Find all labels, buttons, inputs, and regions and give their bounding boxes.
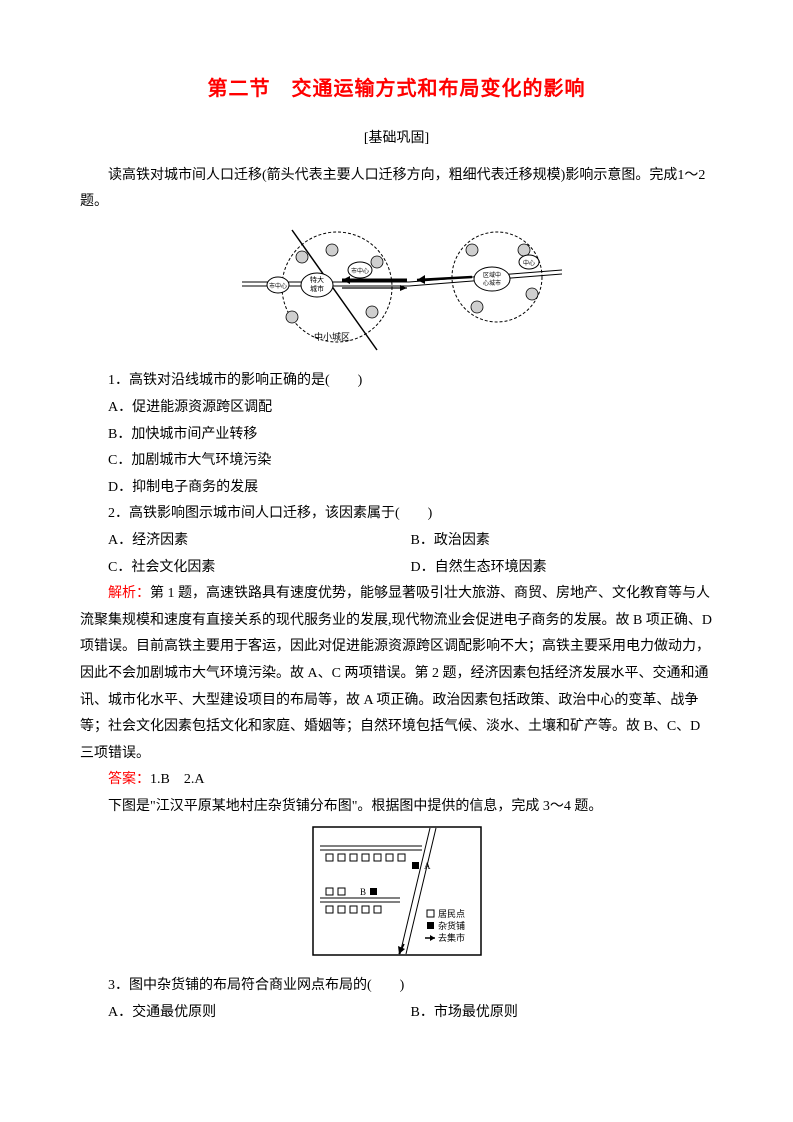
q2-stem: 2．高铁影响图示城市间人口迁移，该因素属于( ) — [80, 501, 713, 528]
q2-option-c: C．社会文化因素 — [108, 555, 411, 582]
rail-migration-diagram: 特大 城市 市中心 市中心 区域中 心城市 中心 中小城区 — [232, 222, 562, 352]
q1-stem: 1．高铁对沿线城市的影响正确的是( ) — [80, 368, 713, 395]
answer-label: 答案： — [108, 772, 150, 787]
answer-paragraph: 答案：1.B 2.A — [80, 767, 713, 794]
svg-text:杂货铺: 杂货铺 — [438, 920, 465, 931]
analysis-label: 解析： — [108, 586, 150, 601]
svg-text:去集市: 去集市 — [438, 932, 465, 943]
village-map: A B 居民点 杂货铺 去集市 — [312, 826, 482, 956]
svg-text:B: B — [360, 887, 366, 897]
q2-options-row1: A．经济因素 B．政治因素 — [80, 528, 713, 555]
svg-text:市中心: 市中心 — [350, 267, 368, 275]
diag-label: 中小城区 — [313, 331, 349, 342]
q2-option-b: B．政治因素 — [411, 528, 714, 555]
q2-option-d: D．自然生态环境因素 — [411, 555, 714, 582]
svg-text:市中心: 市中心 — [268, 282, 286, 290]
svg-text:特大: 特大 — [310, 275, 324, 284]
page-subtitle: [基础巩固] — [80, 126, 713, 153]
q3-stem: 3．图中杂货铺的布局符合商业网点布局的( ) — [80, 973, 713, 1000]
svg-text:心城市: 心城市 — [482, 279, 500, 287]
svg-text:城市: 城市 — [310, 284, 324, 293]
svg-text:区域中: 区域中 — [482, 271, 500, 279]
q2-option-a: A．经济因素 — [108, 528, 411, 555]
intro-paragraph-1: 读高铁对城市间人口迁移(箭头代表主要人口迁移方向，粗细代表迁移规模)影响示意图。… — [80, 163, 713, 216]
svg-text:居民点: 居民点 — [438, 909, 465, 919]
svg-text:中心: 中心 — [522, 259, 534, 267]
q3-option-a: A．交通最优原则 — [108, 1000, 411, 1027]
q3-option-b: B．市场最优原则 — [411, 1000, 714, 1027]
q3-options-row1: A．交通最优原则 B．市场最优原则 — [80, 1000, 713, 1027]
analysis-text: 第 1 题，高速铁路具有速度优势，能够显著吸引壮大旅游、商贸、房地产、文化教育等… — [80, 586, 712, 761]
page-title: 第二节 交通运输方式和布局变化的影响 — [80, 70, 713, 108]
svg-text:A: A — [424, 861, 431, 871]
q1-option-b: B．加快城市间产业转移 — [80, 422, 713, 449]
intro-paragraph-2: 下图是"江汉平原某地村庄杂货铺分布图"。根据图中提供的信息，完成 3～4 题。 — [80, 794, 713, 821]
figure-2: A B 居民点 杂货铺 去集市 — [80, 826, 713, 967]
q1-option-c: C．加剧城市大气环境污染 — [80, 448, 713, 475]
answer-text: 1.B 2.A — [150, 772, 204, 787]
page: 第二节 交通运输方式和布局变化的影响 [基础巩固] 读高铁对城市间人口迁移(箭头… — [0, 0, 793, 1122]
analysis-paragraph: 解析：第 1 题，高速铁路具有速度优势，能够显著吸引壮大旅游、商贸、房地产、文化… — [80, 581, 713, 767]
q1-option-a: A．促进能源资源跨区调配 — [80, 395, 713, 422]
figure-1: 特大 城市 市中心 市中心 区域中 心城市 中心 中小城区 — [80, 222, 713, 363]
q1-option-d: D．抑制电子商务的发展 — [80, 475, 713, 502]
q2-options-row2: C．社会文化因素 D．自然生态环境因素 — [80, 555, 713, 582]
